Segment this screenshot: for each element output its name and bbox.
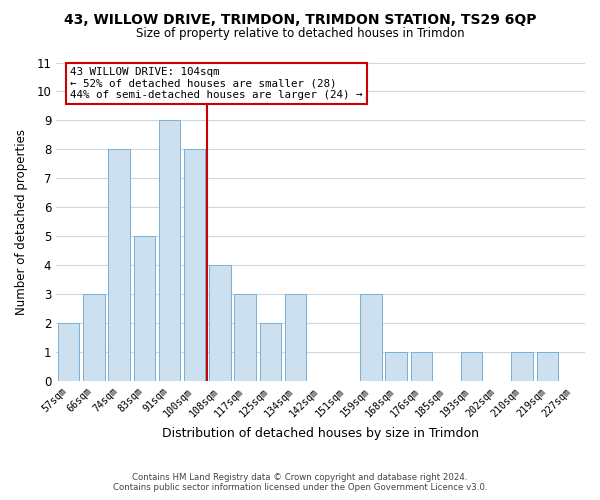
Bar <box>461 352 482 382</box>
Bar <box>410 352 432 382</box>
Text: Size of property relative to detached houses in Trimdon: Size of property relative to detached ho… <box>136 28 464 40</box>
Bar <box>184 150 205 382</box>
Text: 43, WILLOW DRIVE, TRIMDON, TRIMDON STATION, TS29 6QP: 43, WILLOW DRIVE, TRIMDON, TRIMDON STATI… <box>64 12 536 26</box>
Bar <box>285 294 306 382</box>
Y-axis label: Number of detached properties: Number of detached properties <box>15 129 28 315</box>
Bar <box>235 294 256 382</box>
Bar <box>58 324 79 382</box>
X-axis label: Distribution of detached houses by size in Trimdon: Distribution of detached houses by size … <box>162 427 479 440</box>
Bar <box>536 352 558 382</box>
Bar <box>159 120 180 382</box>
Bar <box>260 324 281 382</box>
Text: Contains HM Land Registry data © Crown copyright and database right 2024.
Contai: Contains HM Land Registry data © Crown c… <box>113 473 487 492</box>
Bar <box>109 150 130 382</box>
Bar <box>511 352 533 382</box>
Bar <box>209 266 230 382</box>
Bar <box>385 352 407 382</box>
Bar <box>360 294 382 382</box>
Text: 43 WILLOW DRIVE: 104sqm
← 52% of detached houses are smaller (28)
44% of semi-de: 43 WILLOW DRIVE: 104sqm ← 52% of detache… <box>70 67 362 100</box>
Bar <box>134 236 155 382</box>
Bar <box>83 294 104 382</box>
